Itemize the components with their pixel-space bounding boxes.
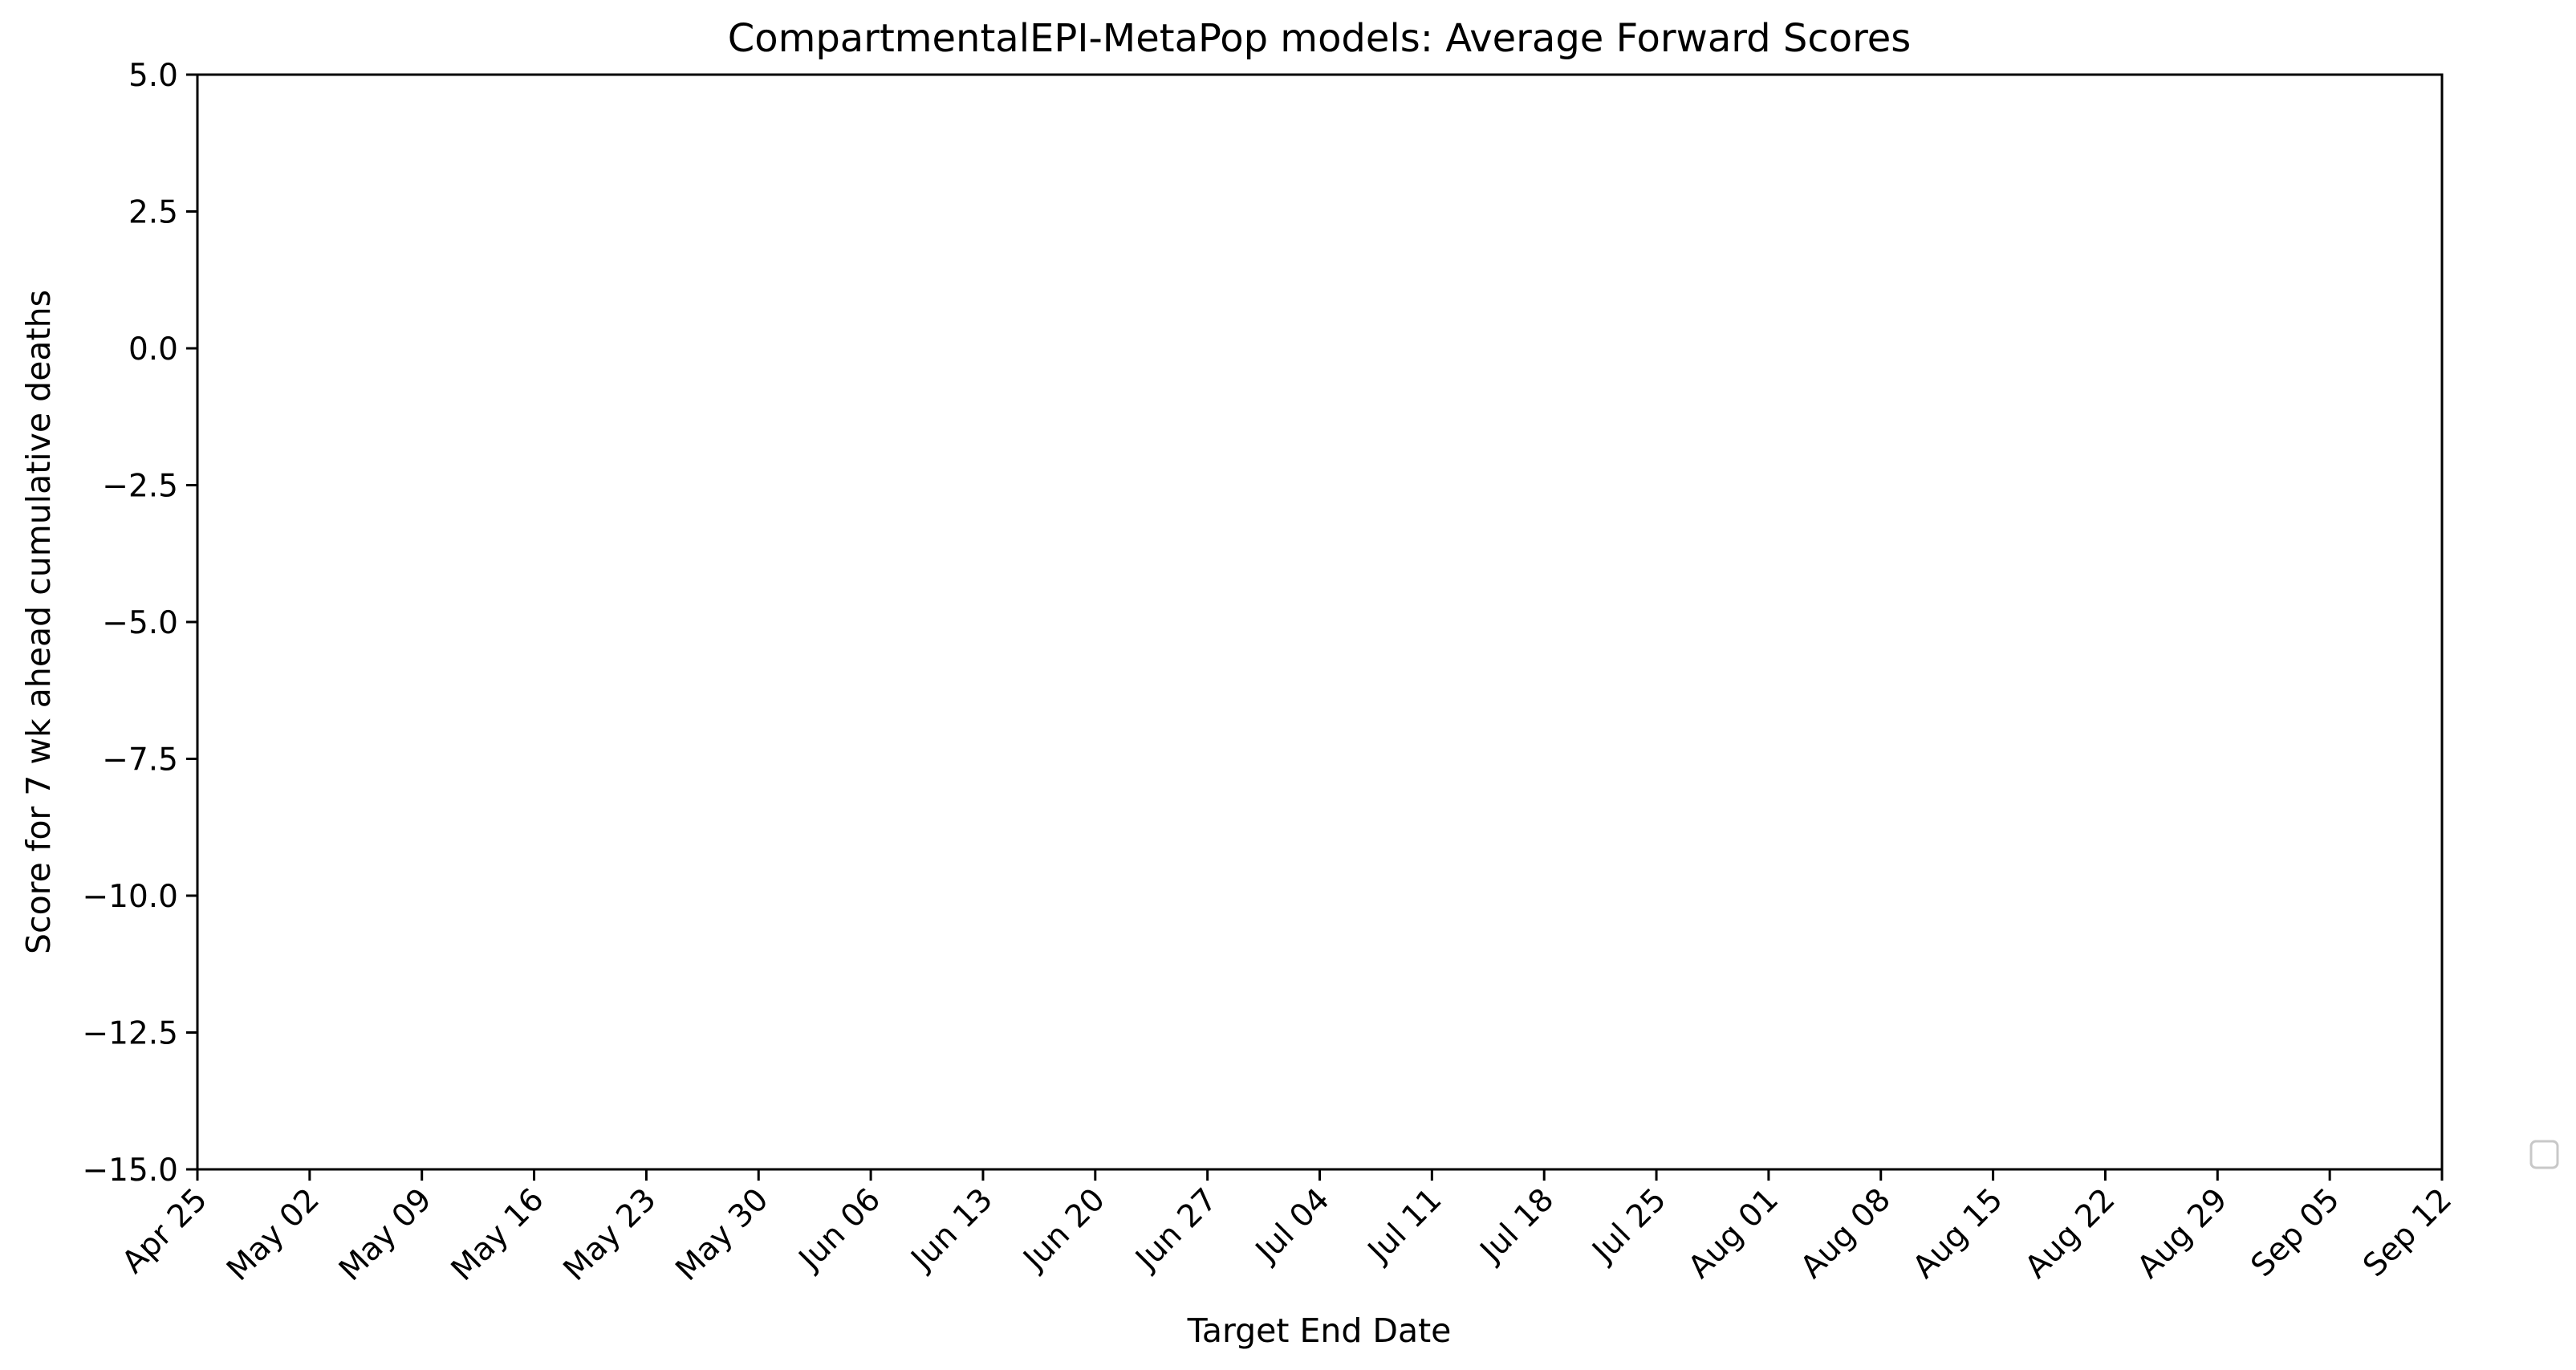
y-tick-label: −12.5 xyxy=(82,1016,178,1052)
x-tick-label: May 23 xyxy=(557,1181,664,1288)
x-tick-label: Sep 05 xyxy=(2245,1181,2347,1284)
x-tick-label: Aug 22 xyxy=(2018,1181,2123,1286)
x-tick-label: May 30 xyxy=(669,1181,776,1288)
x-axis: Apr 25 May 02 May 09 May 16 May 23 May 30 Jun … xyxy=(116,1169,2459,1288)
x-tick-label: Aug 01 xyxy=(1681,1181,1786,1286)
x-tick-label: Jun 27 xyxy=(1128,1181,1225,1279)
x-axis-label: Target End Date xyxy=(1187,1311,1452,1350)
y-tick-label: 2.5 xyxy=(128,195,178,231)
y-tick-label: 5.0 xyxy=(128,58,178,94)
x-tick-label: Jul 11 xyxy=(1359,1181,1448,1270)
x-tick-label: Aug 29 xyxy=(2131,1181,2235,1286)
x-tick-label: May 09 xyxy=(332,1181,439,1288)
y-tick-label: −10.0 xyxy=(82,879,178,915)
x-tick-label: Jun 20 xyxy=(1015,1181,1112,1279)
x-tick-label: Jul 25 xyxy=(1584,1181,1673,1270)
y-tick-label: −2.5 xyxy=(102,469,178,505)
x-tick-label: Sep 12 xyxy=(2356,1181,2459,1284)
y-tick-label: −15.0 xyxy=(82,1153,178,1189)
x-tick-label: Jun 06 xyxy=(790,1181,888,1279)
y-axis-label: Score for 7 wk ahead cumulative deaths xyxy=(19,290,58,954)
y-axis: 5.0 2.5 0.0 −2.5 −5.0 −7.5 −10.0 −12.5 −15.0 xyxy=(82,58,197,1189)
x-tick-label: May 02 xyxy=(220,1181,327,1288)
x-tick-label: Jul 18 xyxy=(1472,1181,1561,1270)
chart-title: CompartmentalEPI-MetaPop models: Average… xyxy=(728,16,1912,61)
y-tick-label: −5.0 xyxy=(102,605,178,641)
legend-box xyxy=(2529,1140,2559,1169)
plot-area xyxy=(197,75,2442,1169)
x-tick-label: Apr 25 xyxy=(116,1181,214,1280)
x-tick-label: Aug 15 xyxy=(1906,1181,2010,1286)
y-tick-label: −7.5 xyxy=(102,742,178,779)
x-tick-label: Jun 13 xyxy=(903,1181,1000,1279)
x-tick-label: Jul 04 xyxy=(1248,1181,1337,1270)
x-tick-label: May 16 xyxy=(445,1181,551,1288)
x-tick-label: Aug 08 xyxy=(1794,1181,1898,1286)
y-tick-label: 0.0 xyxy=(128,331,178,368)
plot-frame xyxy=(196,73,2444,1171)
